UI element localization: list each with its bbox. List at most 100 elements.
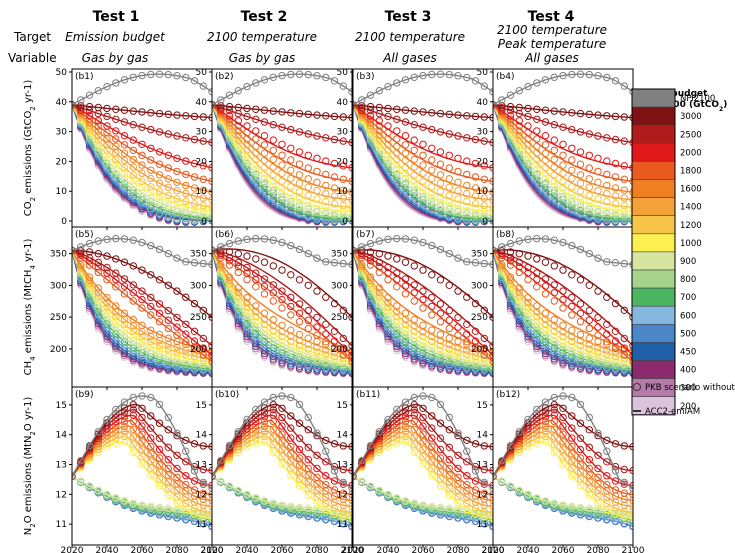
scenario-marker bbox=[358, 477, 366, 485]
scenario-marker bbox=[313, 507, 321, 515]
scenario-marker bbox=[77, 96, 85, 104]
scenario-marker bbox=[576, 245, 585, 254]
scenario-marker bbox=[393, 135, 401, 143]
scenario-marker bbox=[138, 161, 146, 169]
scenario-marker bbox=[454, 343, 462, 351]
scenario-marker bbox=[550, 136, 558, 144]
scenario-marker bbox=[322, 480, 330, 489]
scenario-marker bbox=[339, 113, 347, 121]
scenario-marker bbox=[322, 214, 330, 223]
x-tick-label: 2060 bbox=[552, 546, 575, 553]
scenario-marker bbox=[295, 245, 304, 254]
scenario-marker bbox=[454, 323, 462, 331]
scenario-marker bbox=[480, 215, 488, 223]
scenario-marker bbox=[559, 108, 567, 116]
scenario-marker bbox=[454, 154, 462, 163]
scenario-marker bbox=[419, 445, 427, 453]
scenario-marker bbox=[366, 276, 375, 285]
scenario-marker bbox=[375, 144, 383, 152]
scenario-marker bbox=[541, 169, 550, 177]
scenario-marker bbox=[533, 105, 541, 114]
scenario-marker bbox=[208, 519, 212, 528]
scenario-marker bbox=[120, 417, 129, 426]
scenario-marker bbox=[199, 175, 208, 184]
scenario-marker bbox=[471, 344, 480, 353]
scenario-marker bbox=[419, 430, 427, 438]
scenario-marker bbox=[410, 281, 418, 289]
scenario-marker bbox=[533, 302, 541, 310]
scenario-marker bbox=[330, 337, 339, 345]
scenario-marker bbox=[576, 148, 585, 156]
scenario-marker bbox=[550, 340, 558, 349]
scenario-marker bbox=[436, 202, 445, 210]
scenario-marker bbox=[304, 358, 312, 366]
scenario-marker bbox=[190, 477, 199, 485]
scenario-marker bbox=[260, 337, 269, 346]
scenario-marker bbox=[594, 343, 602, 351]
scenario-marker bbox=[524, 151, 532, 159]
scenario-marker bbox=[436, 300, 445, 308]
scenario-marker bbox=[103, 146, 111, 155]
scenario-marker bbox=[199, 259, 208, 268]
scenario-marker bbox=[533, 494, 541, 502]
scenario-marker bbox=[322, 181, 330, 190]
y-tick-label: 200 bbox=[190, 345, 207, 355]
scenario-marker bbox=[182, 360, 190, 368]
scenario-marker bbox=[375, 288, 383, 297]
y-tick-label: 20 bbox=[477, 157, 489, 167]
scenario-marker bbox=[620, 334, 628, 343]
scenario-marker bbox=[330, 184, 339, 192]
scenario-marker bbox=[445, 426, 453, 434]
scenario-marker bbox=[339, 259, 347, 268]
scenario-marker bbox=[568, 442, 576, 451]
scenario-marker bbox=[217, 477, 225, 485]
scenario-marker bbox=[454, 507, 462, 515]
scenario-marker bbox=[190, 173, 199, 181]
scenario-marker bbox=[295, 318, 304, 326]
scenario-marker bbox=[199, 113, 208, 121]
y-tick-label: 20 bbox=[56, 157, 68, 167]
y-tick-label: 250 bbox=[50, 313, 67, 323]
scenario-marker bbox=[313, 323, 321, 331]
scenario-marker bbox=[190, 352, 199, 361]
scenario-marker bbox=[217, 261, 225, 269]
scenario-marker bbox=[147, 293, 155, 302]
scenario-marker bbox=[576, 330, 585, 339]
scenario-marker bbox=[541, 413, 550, 421]
scenario-marker bbox=[173, 348, 181, 356]
scenario-marker bbox=[463, 73, 471, 82]
scenario-marker bbox=[330, 467, 339, 475]
scenario-marker bbox=[410, 355, 418, 363]
scenario-marker bbox=[182, 293, 190, 301]
scenario-marker bbox=[410, 155, 418, 164]
scenario-marker bbox=[550, 315, 558, 324]
scenario-marker bbox=[252, 307, 260, 316]
scenario-marker bbox=[493, 246, 497, 255]
scenario-marker bbox=[384, 159, 392, 168]
scenario-marker bbox=[506, 248, 515, 256]
scenario-marker bbox=[559, 359, 567, 367]
scenario-marker bbox=[199, 201, 208, 210]
scenario-marker bbox=[498, 247, 506, 255]
scenario-marker bbox=[120, 438, 129, 446]
scenario-marker bbox=[243, 269, 251, 277]
scenario-marker bbox=[401, 290, 410, 298]
scenario-marker bbox=[173, 473, 181, 481]
y-tick-label: 300 bbox=[50, 281, 67, 291]
scenario-marker bbox=[269, 327, 277, 335]
scenario-marker bbox=[393, 342, 401, 351]
scenario-marker bbox=[454, 464, 462, 473]
scenario-marker bbox=[428, 434, 436, 442]
scenario-marker bbox=[313, 205, 321, 213]
scenario-marker bbox=[533, 439, 541, 447]
scenario-marker bbox=[120, 320, 129, 329]
scenario-marker bbox=[550, 107, 558, 115]
scenario-marker bbox=[322, 330, 330, 338]
scenario-marker bbox=[375, 263, 383, 271]
scenario-marker bbox=[269, 411, 277, 419]
scenario-marker bbox=[112, 494, 120, 502]
scenario-marker bbox=[278, 193, 286, 201]
scenario-marker bbox=[611, 112, 620, 121]
